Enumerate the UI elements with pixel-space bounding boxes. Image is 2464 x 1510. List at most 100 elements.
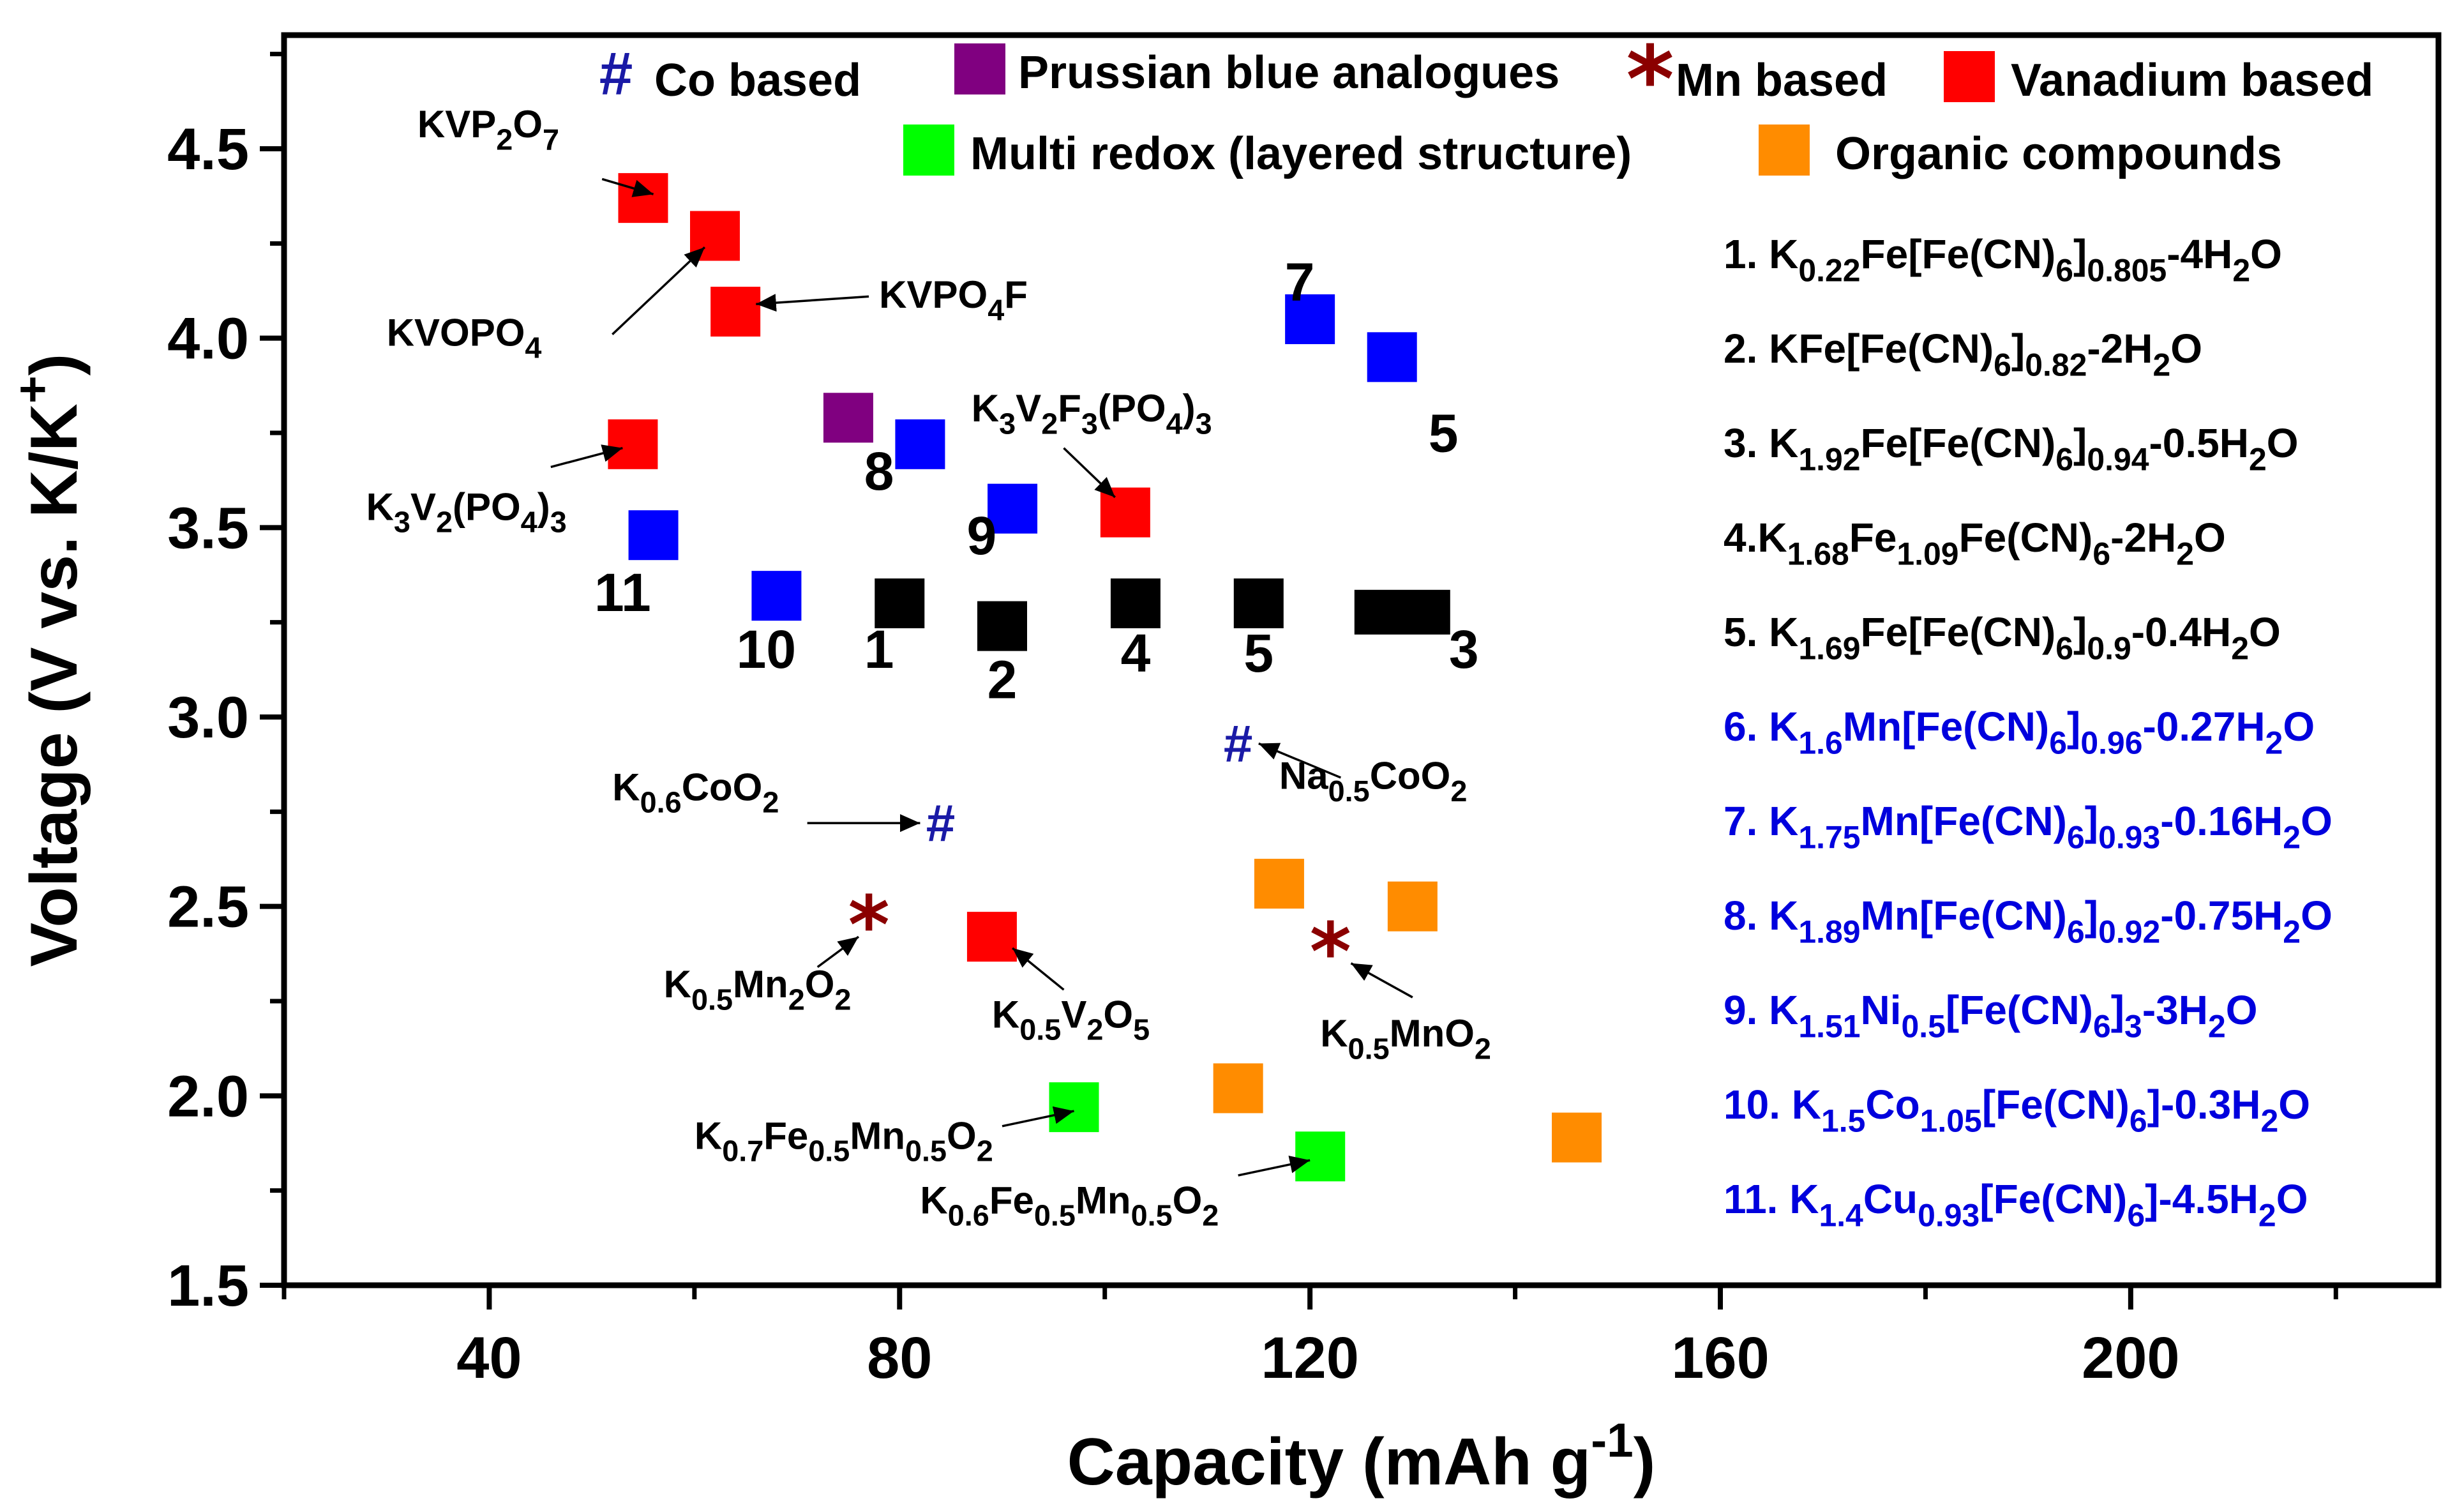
axis-ticks — [260, 52, 2338, 1310]
label-text: MnO — [1390, 1012, 1475, 1055]
point-number-label: 7 — [1285, 252, 1315, 312]
label-text: ] — [2085, 798, 2098, 844]
subscript-text: 0.5 — [1902, 1008, 1946, 1044]
data-point-organic-compounds — [1552, 1112, 1602, 1163]
data-point-vanadium-based — [1100, 487, 1150, 538]
subscript-text: 1.09 — [1897, 536, 1958, 571]
subscript-text: 3 — [2124, 1008, 2142, 1044]
subscript-text: 6 — [2127, 1197, 2145, 1233]
annotation-label: KVOPO4 — [387, 312, 542, 365]
annotation-arrow — [1011, 947, 1065, 991]
data-point-blue-pba — [895, 419, 945, 469]
subscript-text: 1.05 — [1920, 1103, 1982, 1138]
subscript-text: 0.5 — [691, 983, 733, 1016]
annotation-arrow — [550, 444, 623, 469]
label-text: Mn[Fe(CN) — [1861, 893, 2067, 939]
point-number-label: 10 — [737, 619, 796, 679]
label-text: 2. — [1724, 326, 1769, 372]
label-text: 11. — [1724, 1176, 1789, 1222]
label-text: Mn — [1076, 1179, 1131, 1221]
formula-entry: 5. K1.69Fe[Fe(CN)6]0.9-0.4H2O — [1724, 609, 2281, 666]
annotation-label: K3V2F3(PO4)3 — [972, 387, 1212, 440]
subscript-text: 1.68 — [1787, 536, 1849, 571]
subscript-text: 6 — [2067, 914, 2085, 949]
data-point-vanadium-based — [966, 912, 1017, 962]
point-number-label: 9 — [966, 506, 996, 566]
y-tick-label: 3.5 — [167, 495, 249, 561]
legend-marker: * — [1626, 26, 1674, 133]
data-point-blue-pba — [1367, 332, 1417, 382]
formula-entry: 4.K1.68Fe1.09Fe(CN)6-2H2O — [1724, 515, 2226, 571]
legend: # Co based Prussian blue analogues * Mn base… — [599, 26, 2373, 180]
subscript-text: 0.7 — [722, 1135, 763, 1168]
supscript-text: -1 — [1591, 1413, 1634, 1467]
label-text: ] — [2073, 231, 2087, 277]
point-numbers: 7 5 8 9 11 10 1 2 4 5 3 — [594, 252, 1479, 709]
label-text: V — [410, 485, 436, 528]
legend-marker — [954, 43, 1005, 94]
label-text: Capacity (mAh g — [1067, 1425, 1591, 1499]
annotation-label: K0.5MnO2 — [1320, 1012, 1491, 1065]
subscript-text: 4 — [525, 331, 541, 365]
subscript-text: 6 — [2093, 1008, 2111, 1044]
label-text: Co — [1865, 1082, 1919, 1128]
data-point-organic-compounds — [1213, 1063, 1263, 1114]
legend-marker: # — [599, 40, 633, 107]
subscript-text: 2 — [2176, 536, 2194, 571]
annotation-arrow — [816, 935, 860, 969]
legend-marker — [1759, 125, 1810, 176]
label-text: Ni — [1861, 987, 1902, 1033]
data-point-black-wide — [1354, 589, 1450, 635]
label-text: O — [2194, 515, 2226, 561]
label-text: Fe — [989, 1179, 1034, 1221]
annotation-arrow — [601, 177, 654, 197]
label-text: Mn[Fe(CN) — [1861, 798, 2067, 844]
annotation-arrow — [1063, 447, 1116, 499]
label-text: [Fe(CN) — [1982, 1082, 2130, 1128]
formula-entry: 6. K1.6Mn[Fe(CN)6]0.96-0.27H2O — [1724, 704, 2315, 760]
data-point-co-based: # — [1224, 715, 1253, 773]
subscript-text: 6 — [2055, 630, 2073, 666]
annotation-arrow — [1238, 1156, 1311, 1177]
label-text: ) — [1183, 387, 1196, 430]
supscript-text: + — [5, 375, 59, 404]
annotation-label: KVP2O7 — [417, 103, 559, 156]
x-tick-label: 80 — [867, 1325, 932, 1391]
subscript-text: 0.94 — [2087, 441, 2149, 477]
data-point-vanadium-based — [710, 287, 761, 337]
label-text: Cu — [1863, 1176, 1918, 1222]
point-number-label: 5 — [1243, 623, 1273, 683]
subscript-text: 2 — [2258, 1197, 2276, 1233]
label-text: K — [920, 1179, 947, 1221]
label-text: ] — [2085, 893, 2098, 939]
legend-marker — [903, 125, 954, 176]
label-text: 3. — [1724, 420, 1769, 466]
subscript-text: 1.92 — [1798, 441, 1860, 477]
subscript-text: 0.93 — [2098, 819, 2160, 855]
subscript-text: 2 — [2249, 441, 2267, 477]
label-text: K — [1769, 420, 1798, 466]
label-text: V — [1016, 387, 1041, 430]
formula-entry: 9. K1.51Ni0.5[Fe(CN)6]3-3H2O — [1724, 987, 2257, 1044]
label-text: O — [2249, 609, 2281, 655]
label-text: K — [1757, 515, 1787, 561]
subscript-text: 6 — [2049, 725, 2067, 760]
label-text: O — [2301, 798, 2333, 844]
subscript-text: 2 — [2231, 630, 2249, 666]
subscript-text: 2 — [436, 506, 453, 539]
label-text: K — [695, 1114, 722, 1157]
label-text: Voltage (V vs. K/K — [17, 404, 91, 967]
label-text: O — [805, 963, 835, 1006]
formula-entry: 1. K0.22Fe[Fe(CN)6]0.805-4H2O — [1724, 231, 2282, 288]
formula-entry: 3. K1.92Fe[Fe(CN)6]0.94-0.5H2O — [1724, 420, 2299, 477]
data-point-organic-compounds — [1387, 881, 1438, 932]
label-text: -0.16H — [2160, 798, 2283, 844]
subscript-text: 0.5 — [1131, 1198, 1173, 1232]
label-text: 7. — [1724, 798, 1769, 844]
subscript-text: 1.75 — [1798, 819, 1860, 855]
subscript-text: 0.6 — [948, 1198, 989, 1232]
label-text: K — [366, 485, 394, 528]
label-text: K — [1320, 1012, 1348, 1055]
